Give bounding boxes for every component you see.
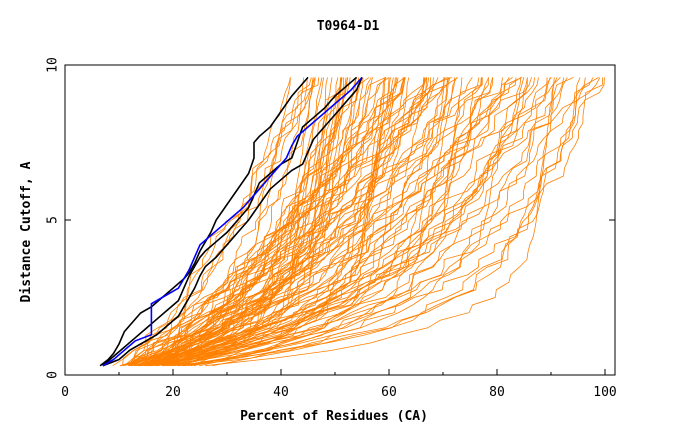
model-curve <box>163 77 489 367</box>
y-tick-label: 10 <box>46 57 61 73</box>
x-tick-label: 60 <box>381 385 397 400</box>
x-axis-label: Percent of Residues (CA) <box>240 409 428 424</box>
model-curve <box>138 77 449 367</box>
model-curve <box>171 77 586 367</box>
black-series-line <box>102 76 358 367</box>
model-curve <box>168 77 603 367</box>
model-curve <box>127 77 439 367</box>
axis-ticks: 0 20 40 60 80 100 0 5 10 <box>46 57 617 400</box>
model-curve <box>120 77 407 367</box>
model-curve <box>144 77 316 367</box>
model-curve <box>166 77 394 367</box>
model-curve <box>140 77 445 367</box>
model-curve <box>157 77 323 367</box>
model-curve <box>139 77 473 367</box>
model-curve <box>178 77 568 367</box>
model-curve <box>165 77 601 367</box>
model-curve <box>148 77 405 367</box>
model-curve <box>120 77 349 367</box>
model-curve <box>138 77 430 367</box>
model-curve <box>183 77 483 367</box>
x-tick-label: 20 <box>165 385 181 400</box>
blue-series-line <box>102 76 363 367</box>
model-curve <box>149 77 347 367</box>
model-curve <box>193 77 410 367</box>
model-curve <box>153 77 370 367</box>
model-curve <box>131 77 406 366</box>
model-curve <box>162 77 535 367</box>
highlighted-curves <box>99 76 363 367</box>
model-curve <box>146 77 445 367</box>
black-series-line <box>102 77 363 367</box>
model-curve <box>174 77 445 367</box>
model-curve <box>163 77 532 367</box>
model-curve <box>124 77 428 367</box>
model-curve <box>146 77 493 367</box>
model-curve <box>182 77 525 367</box>
model-curve <box>157 77 342 367</box>
model-curve <box>184 77 565 367</box>
model-curve <box>122 77 308 366</box>
y-tick-label: 5 <box>46 216 61 224</box>
model-curve <box>146 77 503 367</box>
model-curve <box>177 77 522 367</box>
model-curve <box>199 77 455 367</box>
model-curve <box>161 77 333 367</box>
model-curve <box>190 77 605 367</box>
x-tick-label: 40 <box>273 385 289 400</box>
model-curve <box>131 77 373 367</box>
model-curve <box>137 77 431 367</box>
y-axis-label: Distance Cutoff, A <box>19 161 34 302</box>
model-curve <box>130 77 399 367</box>
chart-title: T0964-D1 <box>317 19 380 34</box>
model-curve <box>212 77 463 367</box>
model-curve <box>162 77 528 367</box>
model-curve <box>142 77 386 367</box>
model-curve <box>156 77 391 367</box>
model-curve <box>205 77 555 367</box>
x-tick-label: 0 <box>61 385 69 400</box>
model-curve <box>123 77 319 367</box>
model-curve <box>150 77 539 367</box>
model-curve <box>150 77 458 367</box>
model-curve <box>150 77 558 367</box>
x-tick-label: 100 <box>593 385 616 400</box>
model-curve <box>138 77 490 367</box>
model-curve <box>140 77 452 367</box>
black-series-line <box>99 76 309 367</box>
model-curve <box>190 77 385 367</box>
model-curve <box>173 77 548 367</box>
y-tick-label: 0 <box>46 371 61 379</box>
model-curve <box>152 77 448 367</box>
model-curve <box>149 77 339 367</box>
x-tick-label: 80 <box>489 385 505 400</box>
model-curves <box>112 77 605 367</box>
model-curve <box>184 77 594 367</box>
model-curve <box>139 77 574 367</box>
model-curve <box>179 77 396 367</box>
